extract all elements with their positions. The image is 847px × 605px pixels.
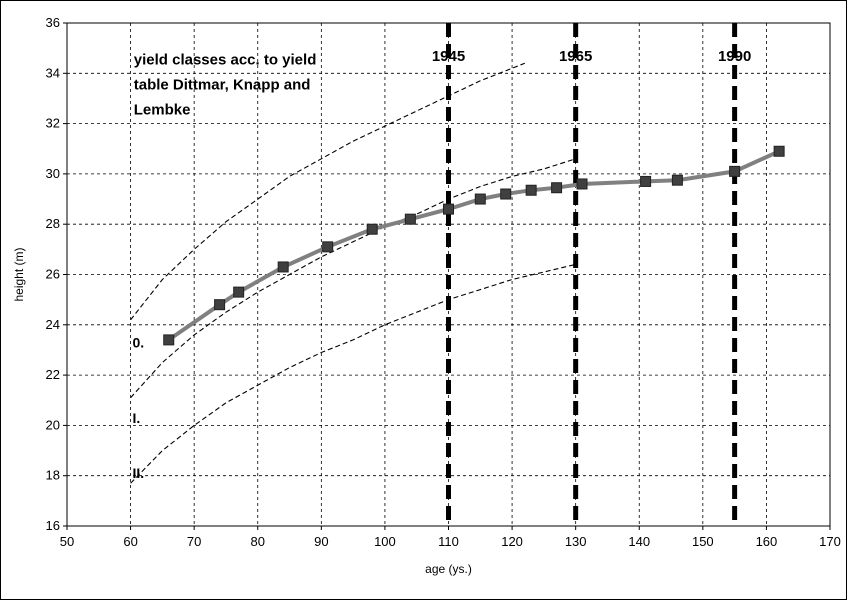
x-tick-label: 100	[374, 534, 396, 549]
y-tick-label: 28	[46, 216, 60, 231]
measured-series	[163, 145, 785, 346]
data-point	[671, 174, 683, 186]
y-tick-label: 16	[46, 518, 60, 533]
data-point	[443, 203, 454, 215]
x-tick-label: 130	[565, 534, 587, 549]
data-point	[525, 184, 537, 196]
x-tick-label: 50	[60, 534, 74, 549]
y-tick-label: 24	[46, 317, 60, 332]
data-point	[729, 165, 741, 177]
yield-class-curve	[130, 158, 576, 399]
x-tick-label: 170	[819, 534, 841, 549]
x-tick-label: 150	[692, 534, 714, 549]
data-point	[500, 188, 512, 200]
yield-table-annotation: yield classes acc. to yield	[134, 51, 317, 68]
year-markers: 1945 1965 1990	[432, 23, 751, 526]
grid	[67, 23, 830, 526]
data-point	[640, 175, 652, 187]
x-tick-label: 120	[501, 534, 523, 549]
x-tick-label: 70	[187, 534, 201, 549]
data-point	[474, 193, 486, 205]
data-point	[576, 178, 588, 190]
yield-class-label: I.	[132, 410, 140, 426]
yield-table-annotation: Lembke	[134, 101, 191, 118]
x-axis-title: age (ys.)	[425, 562, 472, 576]
x-tick-label: 140	[628, 534, 650, 549]
year-marker-label: 1990	[718, 48, 751, 65]
year-marker-label: 1945	[432, 48, 465, 65]
y-tick-label: 22	[46, 367, 60, 382]
yield-table-annotation: table Dittmar, Knapp and	[134, 76, 311, 93]
y-axis-title: height (m)	[12, 247, 26, 301]
x-tick-label: 60	[123, 534, 137, 549]
x-tick-label: 90	[314, 534, 328, 549]
data-point	[551, 182, 563, 194]
y-tick-label: 18	[46, 468, 60, 483]
annotations: yield classes acc. to yield table Dittmar…	[132, 51, 316, 481]
year-marker-label: 1965	[559, 48, 592, 65]
y-tick-label: 20	[46, 417, 60, 432]
yield-class-curves	[130, 62, 576, 484]
y-tick-label: 26	[46, 267, 60, 282]
axis-ticks: 50 60 70 80 90 100 110 120 130 140 150 160 170 16 18 20…	[46, 15, 841, 549]
x-tick-label: 110	[438, 534, 459, 549]
y-tick-label: 34	[46, 65, 60, 80]
yield-class-label: II.	[132, 465, 144, 481]
yield-class-label: 0.	[132, 334, 144, 350]
y-tick-label: 30	[46, 166, 60, 181]
yield-class-curve	[130, 263, 576, 484]
y-tick-label: 32	[46, 116, 60, 131]
y-tick-label: 36	[46, 15, 60, 30]
data-point	[773, 145, 785, 157]
x-tick-label: 80	[251, 534, 265, 549]
data-point	[277, 261, 289, 273]
data-point	[322, 241, 334, 253]
data-point	[404, 213, 416, 225]
data-point	[214, 299, 226, 311]
data-point	[233, 286, 245, 298]
data-point	[366, 223, 378, 235]
data-point	[163, 334, 175, 346]
x-tick-label: 160	[756, 534, 778, 549]
